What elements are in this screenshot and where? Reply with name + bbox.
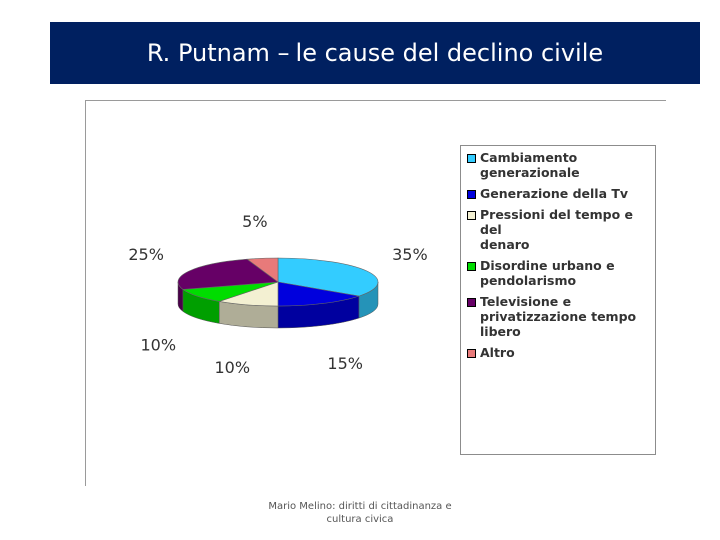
pie-slice-4: [177, 258, 279, 290]
legend-label: Generazione della Tv: [480, 186, 629, 201]
chart-area: 35% 15% 10% 10% 25% 5% Cambiamento generaziona…: [85, 100, 666, 486]
pie-slice-5: [246, 257, 279, 283]
pie-value-label-0: 35%: [392, 245, 428, 264]
legend-item-disordine: Disordine urbano e pendolarismo: [467, 258, 651, 288]
legend-label: Pressioni del tempo e del denaro: [480, 207, 633, 252]
slide-footer: Mario Melino: diritti di cittadinanza e …: [250, 500, 470, 526]
pie-chart: 35% 15% 10% 10% 25% 5%: [128, 212, 428, 377]
pie-slice-0: [277, 257, 379, 297]
chart-legend: Cambiamento generazionale Generazione del…: [460, 145, 656, 455]
legend-label: Cambiamento generazionale: [480, 150, 580, 180]
pie-value-label-3: 10%: [140, 335, 176, 354]
legend-label: Altro: [480, 345, 515, 360]
legend-swatch: [467, 190, 476, 199]
pie-value-label-2: 10%: [214, 358, 250, 377]
title-part-1: R. Putnam –: [146, 39, 290, 67]
legend-swatch: [467, 211, 476, 220]
legend-swatch: [467, 154, 476, 163]
legend-swatch: [467, 349, 476, 358]
footer-line-2: cultura civica: [326, 514, 394, 525]
legend-item-cambiamento: Cambiamento generazionale: [467, 150, 651, 180]
legend-swatch: [467, 262, 476, 271]
slide-title: R. Putnam – le cause del declino civile: [50, 22, 700, 84]
pie-value-label-4: 25%: [128, 245, 164, 264]
legend-swatch: [467, 298, 476, 307]
legend-item-generazione-tv: Generazione della Tv: [467, 186, 651, 201]
footer-line-1: Mario Melino: diritti di cittadinanza e: [268, 501, 452, 512]
legend-item-altro: Altro: [467, 345, 651, 360]
title-part-2: le cause del declino civile: [295, 39, 604, 67]
legend-label: Televisione e privatizzazione tempo libero: [480, 294, 637, 339]
legend-item-televisione: Televisione e privatizzazione tempo libero: [467, 294, 651, 339]
pie-sides: [177, 281, 379, 329]
legend-item-pressioni: Pressioni del tempo e del denaro: [467, 207, 651, 252]
pie-slice-1: [277, 281, 359, 307]
legend-label: Disordine urbano e pendolarismo: [480, 258, 615, 288]
pie-value-label-5: 5%: [242, 212, 267, 231]
pie-value-label-1: 15%: [327, 354, 363, 373]
